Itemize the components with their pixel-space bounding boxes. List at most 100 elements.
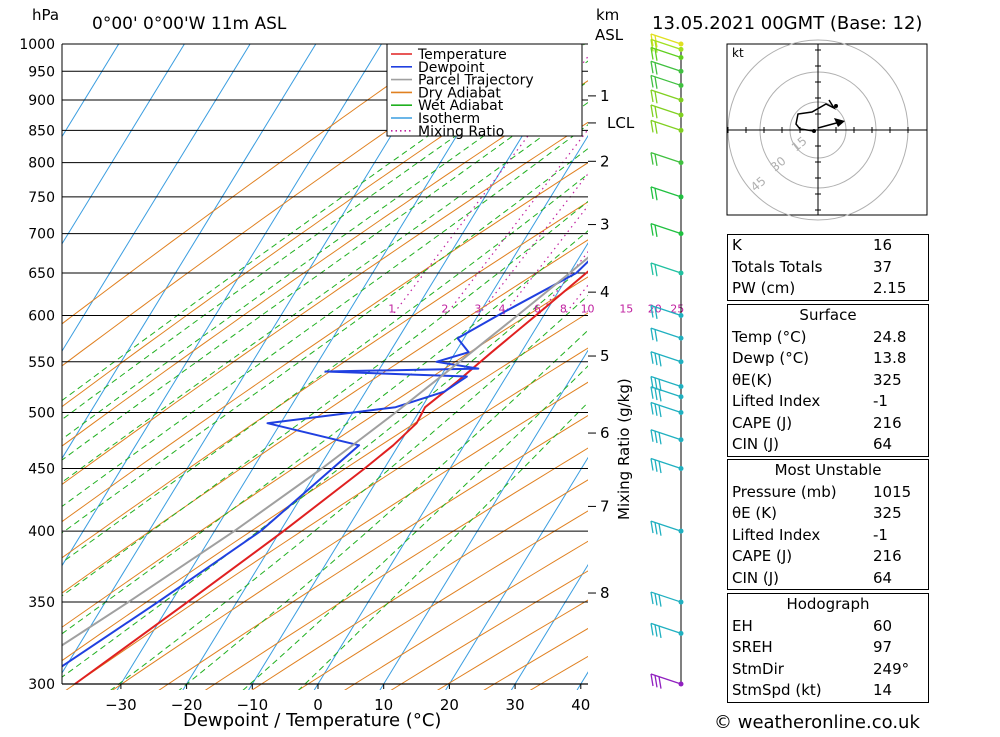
km-tick-label: 7 (600, 497, 610, 515)
hodograph-trace (795, 99, 837, 132)
wind-barb-flag (654, 387, 658, 401)
most-unstable-row: Pressure (mb) 1015 (732, 482, 912, 501)
wind-barb-flag (650, 458, 654, 471)
most-unstable-row: CIN (J) 64 (732, 568, 893, 587)
wind-barb-staff (650, 60, 682, 72)
wind-barb-flag (650, 89, 654, 103)
mixing-ratio-label: 1 (388, 303, 395, 316)
wind-barb-flag (650, 47, 654, 60)
wind-barb-flag (650, 223, 654, 236)
wind-barb-flag (650, 262, 654, 276)
isobar-lines (62, 43, 588, 685)
hodograph-row: StmSpd (kt) 14 (732, 681, 893, 699)
wind-barb (650, 351, 682, 367)
wind-barb (650, 304, 682, 319)
wind-barb-flag (658, 432, 662, 445)
legend-box (386, 43, 583, 137)
legend-label: Dry Adiabat (418, 85, 501, 101)
km-tick-label: 4 (600, 283, 610, 301)
mixing-ratio-line (444, 128, 588, 316)
x-tick-label: 40 (571, 696, 590, 714)
wind-barb-flag (658, 354, 662, 367)
wind-barb-flag (658, 460, 662, 474)
wet-adiabat-line (62, 124, 588, 508)
mixing-ratio-line (477, 172, 588, 316)
wind-barb (650, 401, 682, 418)
x-tick-label: 20 (440, 696, 459, 714)
isotherm-line (0, 18, 3, 721)
wind-barb-flag (654, 224, 658, 238)
temperature-line (74, 270, 588, 685)
y-tick-label: 350 (28, 595, 55, 611)
surface-row: CIN (J) 64 (732, 435, 893, 453)
km-tick-label: 2 (600, 152, 610, 170)
mixing-ratio-label: 4 (499, 303, 506, 316)
wind-barb (650, 60, 682, 75)
wind-barb (650, 457, 682, 474)
wind-barb (650, 262, 682, 277)
asl-unit-label: ASL (595, 26, 624, 44)
wind-barb-flag (658, 523, 662, 536)
y-tick-label: 800 (28, 156, 55, 172)
km-tick-label: 3 (600, 216, 610, 234)
dry-adiabat-line (62, 162, 588, 523)
wind-barb-flag (654, 40, 658, 53)
wind-barb (650, 622, 682, 639)
y-tick-label: 850 (28, 123, 55, 139)
indices-table: K 16 Totals Totals 37 PW (cm) 2.15 (727, 234, 929, 301)
mixing-ratio-axis-label: Mixing Ratio (g/kg) (615, 378, 633, 520)
most-unstable-row: CAPE (J) 216 (732, 547, 902, 565)
wind-barb-flag (654, 76, 658, 89)
x-tick-label: 10 (374, 696, 393, 714)
km-tick-label: 8 (600, 584, 610, 602)
dry-adiabat-line (65, 347, 588, 690)
wind-barb-flag (658, 389, 662, 402)
y-tick-label: 1000 (19, 37, 55, 53)
wind-barb-flag (654, 352, 658, 366)
wind-barb-flag (654, 106, 658, 119)
y-tick-label: 750 (28, 190, 55, 206)
wind-barb (650, 673, 682, 689)
surface-row: Temp (°C) 24.8 (732, 327, 907, 346)
hodograph-point (812, 129, 816, 133)
dry-adiabat-line (62, 239, 588, 594)
wet-adiabat-line (298, 401, 588, 690)
dry-adiabat-line (62, 201, 588, 559)
wind-barb-flag (658, 404, 662, 418)
mixing-ratio-label: 10 (581, 303, 595, 316)
y-tick-label: 500 (28, 405, 55, 421)
y-tick-label: 550 (28, 355, 55, 371)
legend-label: Isotherm (418, 111, 480, 127)
indices-row: K 16 (732, 236, 893, 254)
mixing-ratio-label: 2 (441, 303, 448, 316)
wind-barb-flag (650, 673, 654, 687)
wind-barb-staff (650, 457, 682, 470)
wind-barb-flag (654, 153, 658, 167)
x-tick-label: −20 (171, 696, 203, 714)
wind-barb (650, 591, 682, 607)
wind-barb-flag (650, 75, 654, 88)
y-tick-label: 450 (28, 461, 55, 477)
y-tick-label: 650 (28, 266, 55, 282)
indices-row: PW (cm) 2.15 (732, 279, 907, 297)
wind-barb-staff (650, 152, 682, 164)
x-tick-label: −10 (236, 696, 268, 714)
wind-barb-flag (658, 625, 662, 639)
wind-barb-flag (658, 379, 662, 392)
wind-barb-flag (654, 62, 658, 75)
y-tick-label: 600 (28, 309, 55, 325)
most-unstable-row: Lifted Index -1 (732, 525, 888, 544)
wind-barb-flag (654, 675, 658, 688)
y-tick-label: 900 (28, 93, 55, 109)
wind-barb-staff (650, 351, 682, 363)
wind-barb-staff (650, 429, 682, 441)
surface-table: Surface Temp (°C) 24.8 Dewp (°C) 13.8 θE(K… (727, 304, 929, 457)
storm-motion-line (817, 121, 841, 129)
wet-adiabat-line (62, 200, 588, 597)
surface-row: Dewp (°C) 13.8 (732, 349, 907, 367)
dry-adiabat-line (158, 415, 588, 690)
y-tick-label: 700 (28, 227, 55, 243)
wind-barb-flag (654, 624, 658, 637)
wind-barb-flag (650, 351, 654, 364)
